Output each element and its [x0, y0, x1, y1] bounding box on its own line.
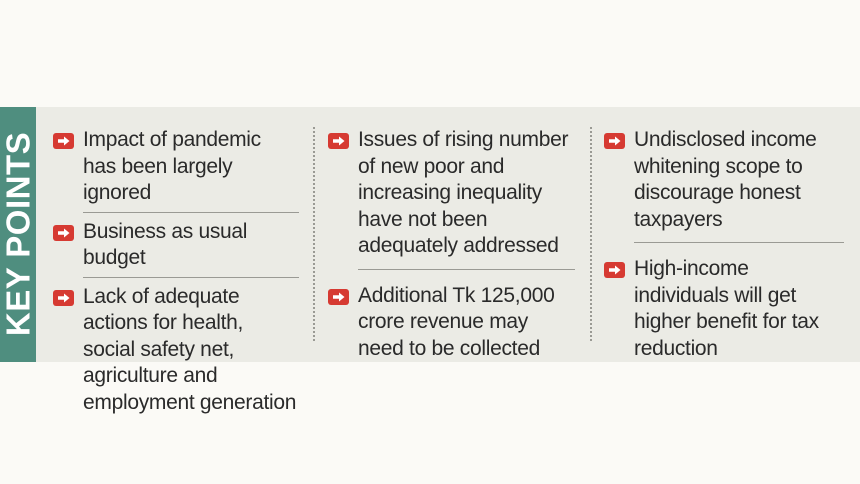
- key-points-panel: KEY POINTS Impact of pandemic has been l…: [0, 107, 860, 414]
- column-3: Undisclosed income whitening scope to di…: [604, 127, 844, 362]
- key-point-item: Additional Tk 125,000 crore revenue may …: [328, 283, 575, 363]
- column-1: Impact of pandemic has been largely igno…: [53, 127, 299, 416]
- column-divider: [313, 127, 315, 341]
- key-points-label: KEY POINTS: [0, 131, 37, 337]
- key-point-text: High-income individuals will get higher …: [634, 257, 819, 360]
- key-points-band: KEY POINTS: [0, 107, 37, 362]
- key-point-text: Business as usual budget: [83, 219, 248, 270]
- right-arrow-icon: [328, 288, 349, 305]
- key-point-item: High-income individuals will get higher …: [604, 256, 844, 362]
- key-point-item: Impact of pandemic has been largely igno…: [53, 127, 299, 207]
- key-point-item: Business as usual budget: [53, 219, 299, 272]
- divider: [83, 276, 299, 278]
- key-point-item: Lack of adequate actions for health, soc…: [53, 284, 299, 417]
- key-point-text: Additional Tk 125,000 crore revenue may …: [358, 283, 555, 360]
- key-point-text: Lack of adequate actions for health, soc…: [83, 284, 297, 414]
- right-arrow-icon: [604, 133, 625, 149]
- right-arrow-icon: [53, 289, 74, 306]
- column-divider: [590, 127, 592, 341]
- key-point-text: Impact of pandemic has been largely igno…: [83, 128, 261, 204]
- key-point-text: Undisclosed income whitening scope to di…: [634, 128, 817, 231]
- column-2: Issues of rising number of new poor and …: [328, 127, 575, 362]
- right-arrow-icon: [328, 133, 349, 149]
- right-arrow-icon: [604, 262, 625, 278]
- key-point-item: Undisclosed income whitening scope to di…: [604, 127, 844, 233]
- divider: [83, 211, 299, 213]
- divider: [358, 268, 575, 270]
- key-point-item: Issues of rising number of new poor and …: [328, 127, 575, 260]
- right-arrow-icon: [53, 133, 74, 149]
- key-point-text: Issues of rising number of new poor and …: [358, 128, 569, 257]
- right-arrow-icon: [53, 224, 74, 241]
- divider: [634, 242, 844, 243]
